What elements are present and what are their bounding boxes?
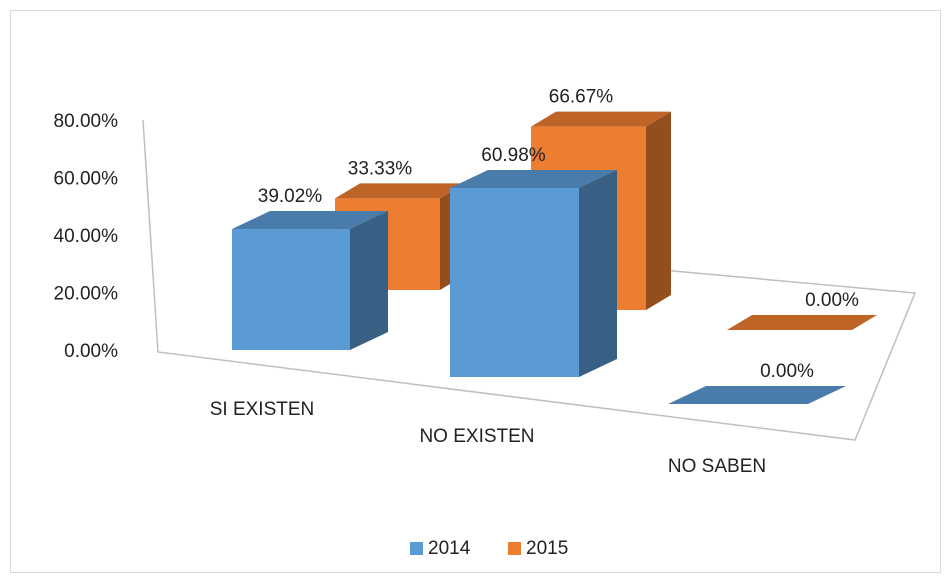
legend-swatch bbox=[508, 542, 521, 555]
bar-top bbox=[335, 183, 465, 199]
y-tick-label: 60.00% bbox=[54, 169, 119, 190]
legend-label: 2015 bbox=[526, 538, 568, 559]
y-tick-label: 40.00% bbox=[54, 226, 119, 247]
data-label: 66.67% bbox=[549, 87, 614, 108]
legend-label: 2014 bbox=[428, 538, 471, 559]
bar-front bbox=[450, 187, 579, 377]
bar-top bbox=[450, 169, 617, 188]
bar-top bbox=[727, 315, 877, 330]
bar-side bbox=[350, 211, 388, 350]
bar-side bbox=[579, 169, 617, 377]
x-tick-label: SI EXISTEN bbox=[210, 399, 315, 420]
y-tick-label: 80.00% bbox=[54, 111, 119, 132]
data-label: 39.02% bbox=[258, 186, 323, 207]
x-tick-label: NO EXISTEN bbox=[419, 426, 534, 447]
floor-and-wall bbox=[142, 119, 917, 441]
data-label: 0.00% bbox=[805, 290, 859, 311]
bar-top bbox=[232, 211, 388, 230]
y-tick-label: 20.00% bbox=[54, 284, 119, 305]
x-tick-label: NO SABEN bbox=[668, 456, 766, 477]
data-label: 0.00% bbox=[760, 361, 814, 382]
data-label: 60.98% bbox=[481, 145, 546, 166]
bar-front bbox=[232, 229, 350, 350]
bar-top bbox=[668, 386, 846, 404]
bar-top bbox=[531, 111, 671, 127]
data-label: 33.33% bbox=[348, 158, 413, 179]
legend-swatch bbox=[410, 542, 423, 555]
y-tick-label: 0.00% bbox=[64, 341, 118, 362]
bar-side bbox=[646, 111, 671, 310]
